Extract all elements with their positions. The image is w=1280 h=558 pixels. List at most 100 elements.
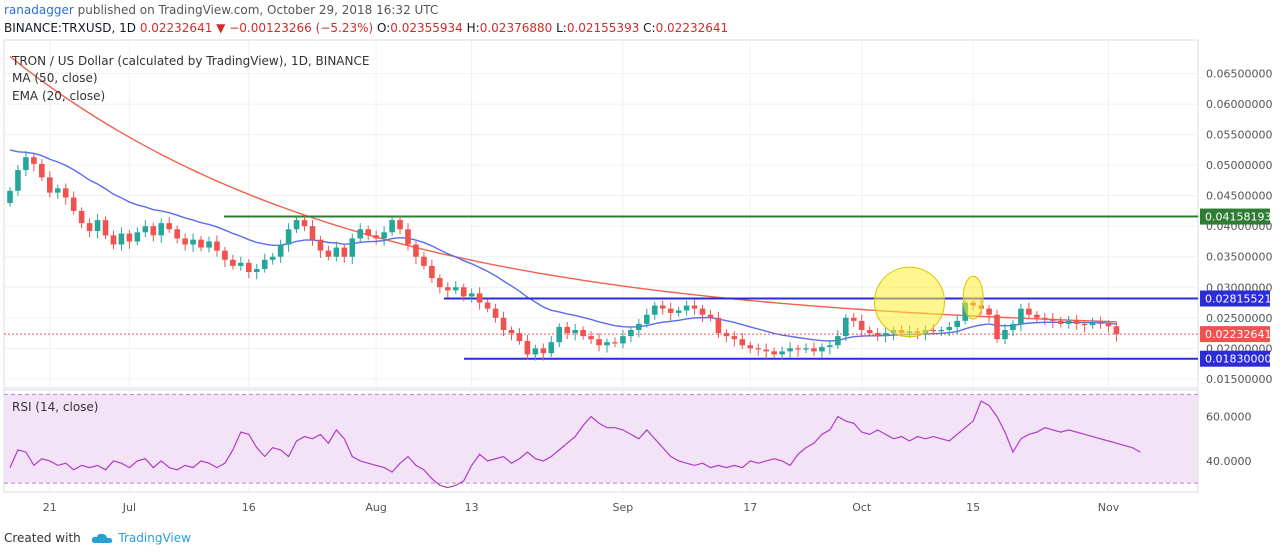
candle-body [1018,308,1024,324]
candle-body [1049,319,1056,321]
symbol-line: BINANCE:TRXUSD, 1D 0.02232641 ▼ −0.00123… [4,21,728,35]
candle-body [1113,326,1120,335]
grid [3,39,1199,493]
x-tick-label: 17 [743,501,757,514]
candle-body [492,308,499,318]
candle-body [564,326,570,334]
candle-body [739,339,746,346]
candle-body [190,239,196,245]
candle-body [930,330,937,332]
candle-body [70,197,77,211]
candle-body [134,232,141,242]
candle-body [628,330,634,337]
candle-body [1073,320,1080,324]
candle-body [7,190,13,204]
candle-body [325,250,332,257]
candle-body [357,229,364,239]
candle-body [317,239,324,251]
candle-body [1065,320,1072,324]
price-tag [1200,290,1270,307]
candle-body [651,305,658,315]
ema-20-line [9,149,1117,342]
candle-body [723,333,730,337]
candle-body [508,330,515,334]
candle-body [1097,322,1104,324]
candle-body [253,268,260,272]
price-tag-label: 0.02232641 [1205,328,1271,341]
candle-body [373,235,379,239]
tradingview-cloud-icon [91,533,112,543]
candle-body [612,342,618,344]
candle-body [986,308,992,315]
candle-body [349,238,356,257]
candle-body [1081,323,1088,326]
chart-title: TRON / US Dollar (calculated by TradingV… [12,54,370,68]
x-tick-label: Sep [613,501,634,514]
candle-body [102,220,109,236]
x-tick-label: Aug [365,501,386,514]
candle-body [827,345,833,348]
candle-body [293,220,300,230]
price-tag-label: 0.02815521 [1205,293,1271,306]
ema-legend: EMA (20, close) [12,89,106,103]
y-tick-label: 0.01500000 [1206,373,1272,386]
candle-body [341,247,348,257]
candle-body [1002,330,1008,340]
candle-body [667,308,674,313]
candle-body [532,348,539,355]
candle-body [1042,317,1048,320]
candle-body [1089,322,1096,326]
y-tick-label: 0.06500000 [1206,68,1272,81]
x-tick-label: Nov [1098,501,1120,514]
candle-body [707,314,714,318]
price-change: −0.00123266 (−5.23%) [229,21,374,35]
candle-body [699,308,706,315]
candle-body [763,349,769,352]
high-label: H: [466,21,480,35]
close-value: 0.02232641 [655,21,729,35]
candle-body [644,314,650,324]
low-label: L: [556,21,567,35]
low-value: 0.02155393 [566,21,640,35]
candle-body [142,226,149,233]
candle-body [182,238,188,245]
candle-body [261,259,268,269]
rsi-line [9,400,1141,489]
candle-body [47,177,53,193]
candle-body [835,336,841,346]
candle-body [86,223,93,232]
rsi-tick-label: 40.0000 [1206,455,1252,468]
candle-body [811,348,817,352]
tradingview-brand[interactable]: TradingView [118,531,191,545]
change-arrow-icon: ▼ [216,21,226,35]
candle-body [994,314,1000,340]
candle-body [683,305,690,311]
candle-body [755,348,762,350]
candle-body [938,330,945,332]
y-tick-label: 0.05000000 [1206,159,1272,172]
author-link[interactable]: ranadagger [4,3,74,17]
rsi-band [4,394,1198,484]
publish-line: ranadagger published on TradingView.com,… [4,3,438,17]
candle-body [333,247,340,257]
candle-body [524,340,531,355]
price-tag [1200,208,1270,225]
high-value: 0.02376880 [479,21,553,35]
candle-body [421,256,427,266]
candle-body [150,226,157,236]
candle-body [405,229,411,245]
price-tag [1200,326,1270,343]
candle-body [572,330,578,334]
candle-body [460,287,467,297]
candle-body [731,336,738,340]
ma-50-line [9,55,1117,323]
candle-body [62,188,69,198]
candle-body [15,170,21,191]
published-text: published on TradingView.com, October 29… [77,3,439,17]
price-pane-border [3,39,1199,389]
candle-body [596,339,602,346]
candle-body [78,210,85,224]
candle-body [946,326,953,330]
candle-body [39,163,45,178]
